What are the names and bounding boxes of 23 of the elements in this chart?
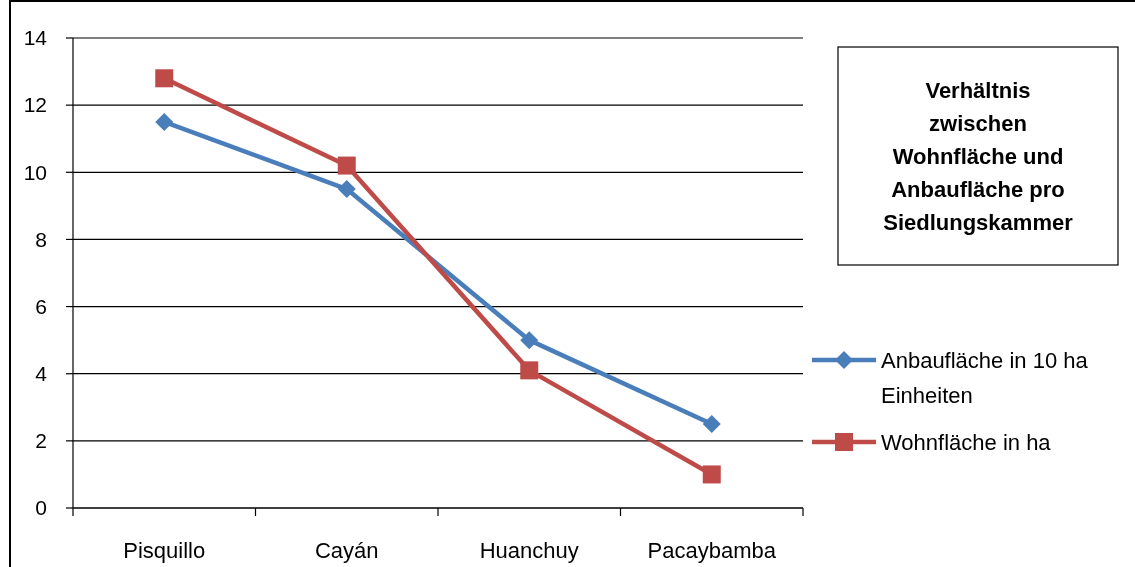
- y-tick-label: 14: [23, 26, 48, 50]
- point: [337, 156, 356, 175]
- legend-label: Anbaufläche in 10 ha Einheiten: [881, 347, 1089, 408]
- point: [702, 465, 721, 484]
- point: [520, 361, 539, 380]
- point: [155, 69, 174, 88]
- y-tick-label: 2: [35, 429, 47, 453]
- point: [155, 112, 174, 131]
- y-tick-label: 10: [23, 160, 47, 184]
- y-tick-label: 12: [23, 93, 47, 117]
- x-tick-label: Cayán: [314, 538, 379, 563]
- y-tick-label: 0: [35, 496, 47, 520]
- x-tick-label: Pisquillo: [123, 538, 206, 563]
- point: [337, 180, 356, 199]
- y-tick-label: 8: [35, 227, 47, 251]
- point: [520, 331, 539, 350]
- x-tick-label: Huanchuy: [479, 538, 579, 563]
- point: [702, 415, 721, 434]
- y-tick-label: 4: [35, 362, 48, 386]
- legend-label: Wohnfläche in ha: [881, 429, 1052, 455]
- text: Verhältnis zwischen Wohnfläche und Anbaufläche pro Siedlungskammer: [883, 77, 1074, 235]
- x-tick-label: Pacaybamba: [647, 538, 777, 563]
- y-tick-label: 6: [35, 294, 47, 318]
